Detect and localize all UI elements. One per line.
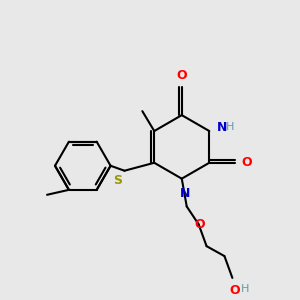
Text: O: O [241, 156, 252, 169]
Text: O: O [194, 218, 205, 231]
Text: N: N [217, 121, 228, 134]
Text: H: H [241, 284, 250, 294]
Text: O: O [176, 69, 187, 82]
Text: N: N [180, 187, 190, 200]
Text: O: O [229, 284, 240, 297]
Text: S: S [113, 174, 122, 187]
Text: H: H [226, 122, 235, 132]
